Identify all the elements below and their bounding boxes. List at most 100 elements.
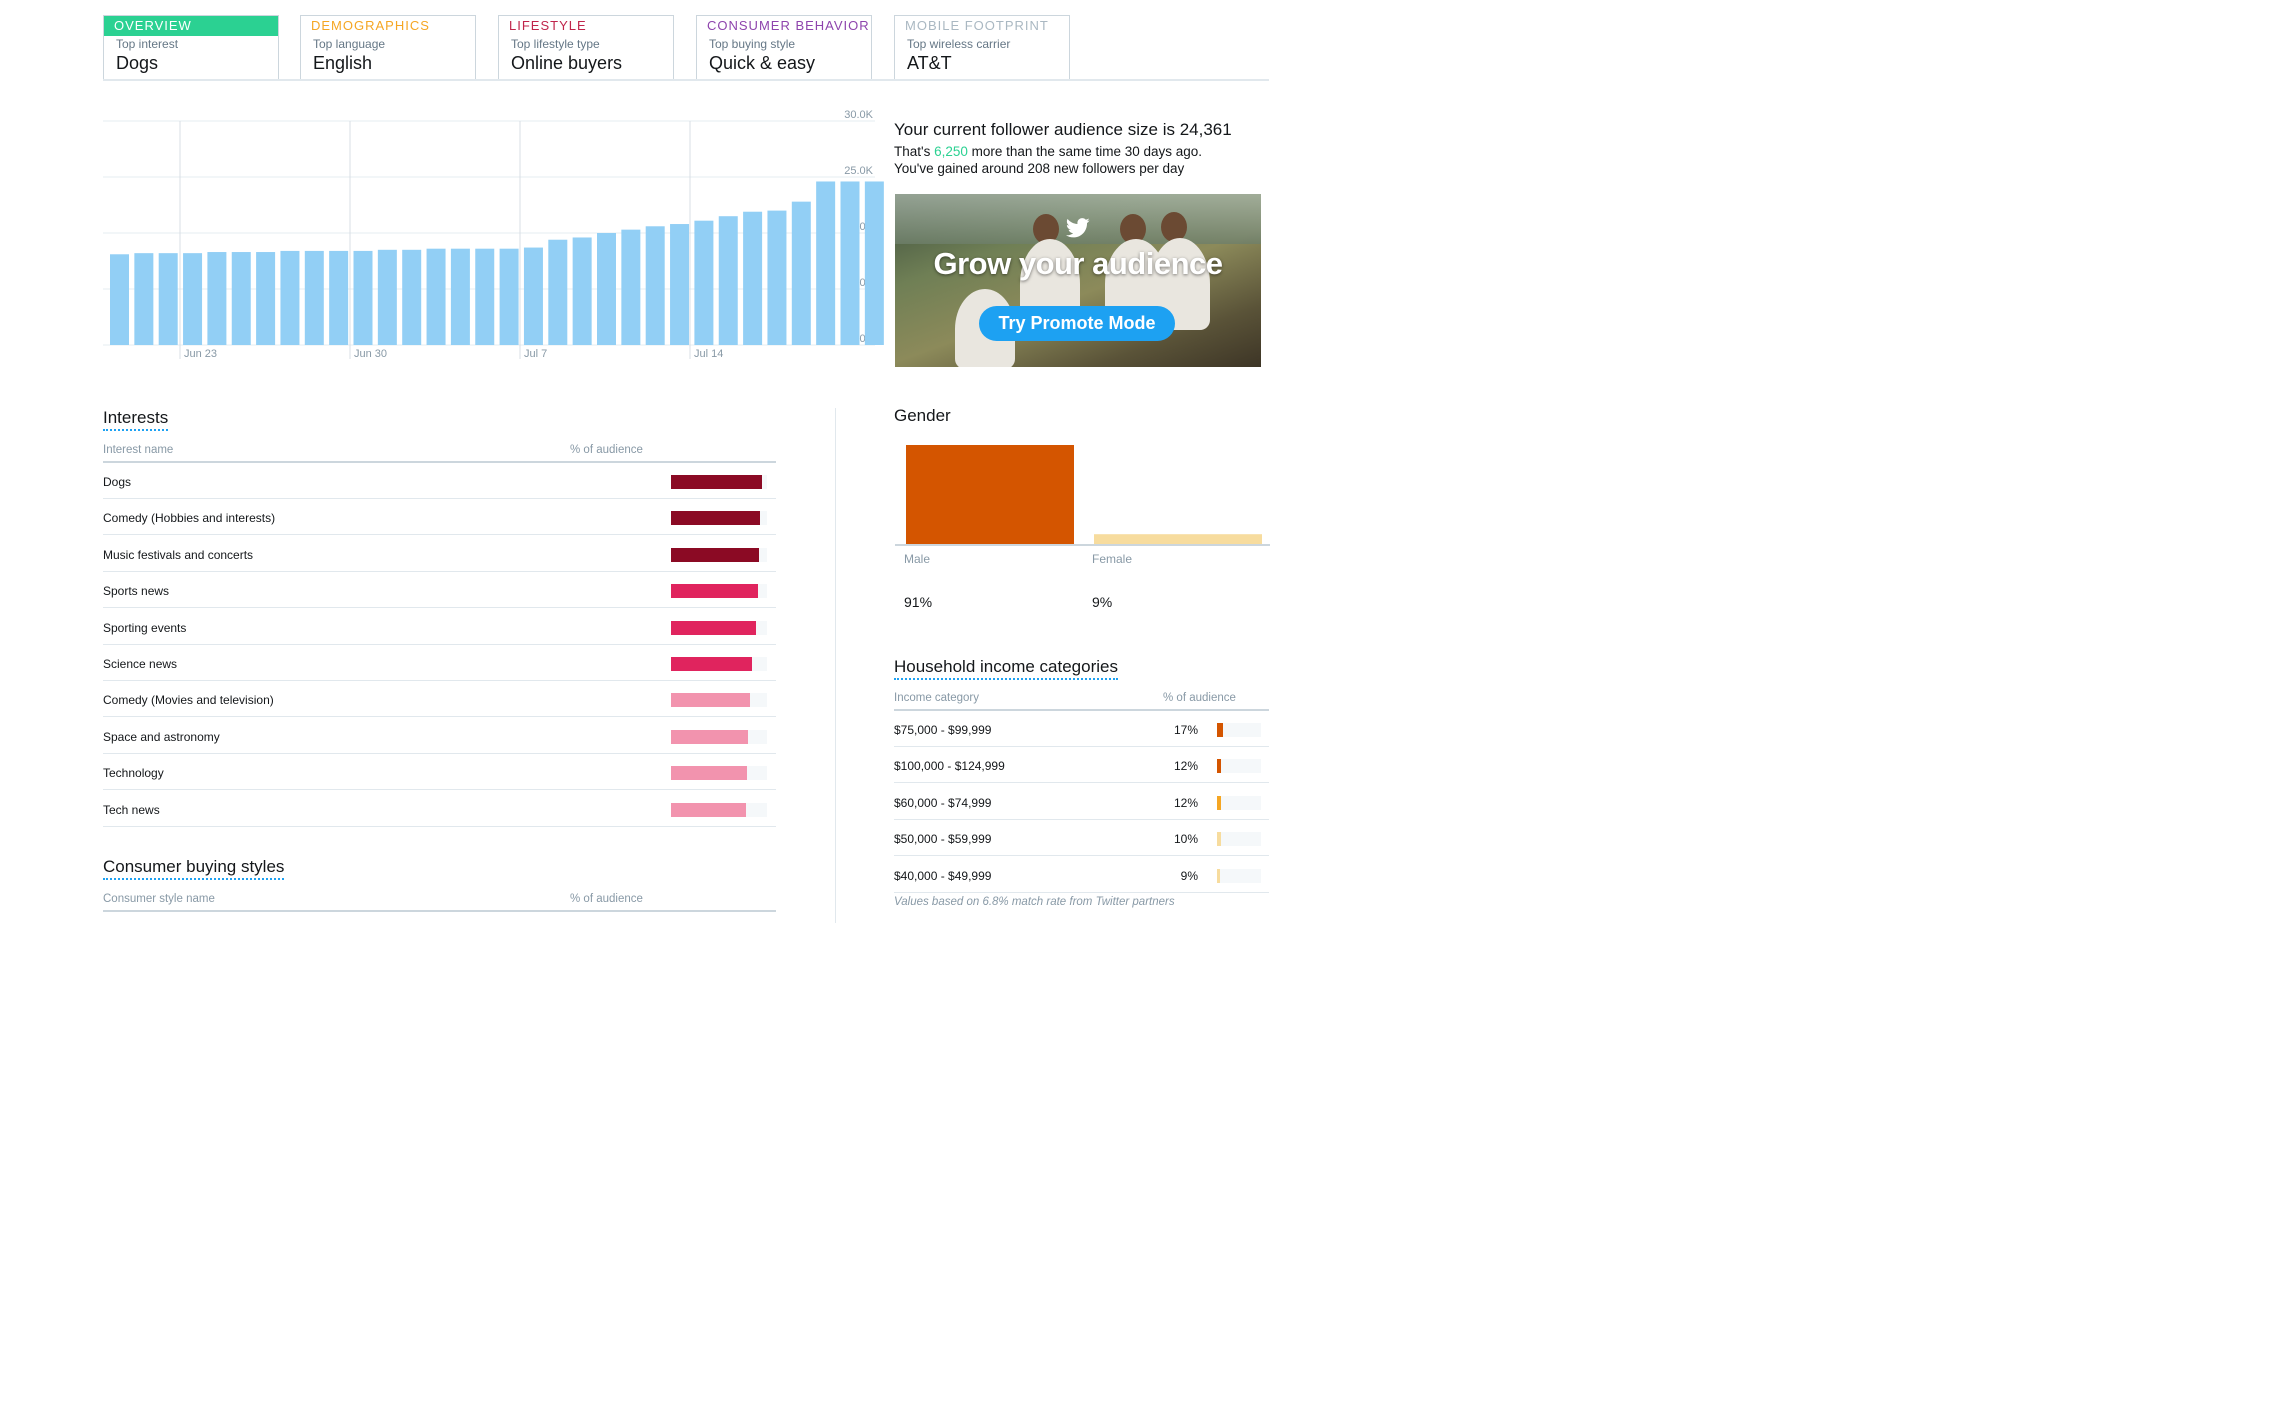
column-divider xyxy=(835,408,836,923)
tab-demographics-value: English xyxy=(313,53,373,73)
table-row: Comedy (Hobbies and interests)97% xyxy=(103,499,776,536)
buying-styles-title[interactable]: Consumer buying styles xyxy=(103,857,285,880)
interest-name: Space and astronomy xyxy=(103,729,220,744)
income-bar xyxy=(1217,795,1222,810)
chart-bar xyxy=(377,249,397,345)
interest-bar xyxy=(671,766,748,781)
income-bar-track xyxy=(1217,795,1261,810)
income-pct: 12% xyxy=(1173,759,1198,774)
gender-female-label: Female xyxy=(1092,552,1133,566)
chart-bar xyxy=(597,233,616,345)
chart-bar xyxy=(110,254,129,345)
interest-bar-track xyxy=(671,766,767,781)
gender-bar-female xyxy=(1094,534,1262,544)
chart-bar xyxy=(304,250,324,345)
promote-mode-banner[interactable]: Grow your audience Try Promote Mode xyxy=(895,194,1261,367)
income-pct: 12% xyxy=(1173,795,1198,810)
chart-bar xyxy=(743,211,763,345)
chart-bar xyxy=(864,181,884,345)
interest-bar-track xyxy=(671,511,767,526)
chart-bar xyxy=(548,239,568,345)
interest-bar-track xyxy=(671,547,767,562)
income-col-name: Income category xyxy=(894,692,980,704)
table-row: Dogs99% xyxy=(103,463,776,499)
interest-bar-track xyxy=(671,475,767,489)
chart-bar xyxy=(353,250,373,345)
tab-lifestyle-value: Online buyers xyxy=(511,53,623,73)
promo-headline: Grow your audience xyxy=(933,246,1223,281)
income-col-pct: % of audience xyxy=(1163,692,1236,704)
chart-y-tick-label: 25.0K xyxy=(844,165,873,177)
growth-line: That's 6,250 more than the same time 30 … xyxy=(894,144,1274,159)
income-pct: 10% xyxy=(1173,832,1198,847)
income-bar xyxy=(1217,832,1221,847)
chart-bar xyxy=(329,250,349,345)
tab-overview[interactable]: OVERVIEW Top interest Dogs xyxy=(103,15,279,79)
buying-head-rule xyxy=(103,910,776,912)
interests-title[interactable]: Interests xyxy=(103,408,169,431)
table-row: $60,000 - $74,999 12% xyxy=(894,784,1269,820)
tab-overview-value: Dogs xyxy=(116,53,159,73)
chart-bar xyxy=(791,201,811,345)
tab-mobile-footprint[interactable]: MOBILE FOOTPRINT Top wireless carrier AT… xyxy=(894,15,1070,79)
audience-summary: Your current follower audience size is 2… xyxy=(894,120,1274,176)
tab-consumer-behavior-label: CONSUMER BEHAVIOR xyxy=(707,18,870,33)
income-head-rule xyxy=(894,709,1269,711)
table-row: Space and astronomy84% xyxy=(103,718,776,754)
income-name: $75,000 - $99,999 xyxy=(894,723,992,737)
table-row: $100,000 - $124,999 12% xyxy=(894,747,1269,784)
chart-y-tick-label: 30.0K xyxy=(844,109,873,121)
chart-bar xyxy=(572,237,592,345)
income-bar xyxy=(1217,723,1224,737)
tab-mobile-footprint-sub: Top wireless carrier xyxy=(907,37,1011,51)
audience-tabs: OVERVIEW Top interest Dogs DEMOGRAPHICS … xyxy=(103,15,1269,81)
gender-female-pct: 9% xyxy=(1092,594,1113,610)
chart-bar xyxy=(256,252,276,345)
table-row: Sporting events92% xyxy=(103,609,776,645)
tab-lifestyle-sub: Top lifestyle type xyxy=(511,37,600,51)
interest-name: Comedy (Hobbies and interests) xyxy=(103,511,276,526)
income-title[interactable]: Household income categories xyxy=(894,657,1118,680)
chart-bar xyxy=(621,229,641,345)
table-row: Tech news82% xyxy=(103,791,776,827)
income-bar xyxy=(1217,759,1222,774)
chart-bar xyxy=(767,210,787,345)
gender-chart xyxy=(895,445,1270,546)
interest-bar-track xyxy=(671,802,767,817)
tab-lifestyle[interactable]: LIFESTYLE Top lifestyle type Online buye… xyxy=(498,15,674,79)
audience-size-title: Your current follower audience size is 2… xyxy=(894,120,1232,139)
tab-lifestyle-label: LIFESTYLE xyxy=(509,18,587,33)
table-row: Music festivals and concerts96% xyxy=(103,536,776,572)
table-row: Technology83% xyxy=(103,754,776,791)
chart-bar xyxy=(816,181,836,345)
chart-bar xyxy=(523,247,543,345)
chart-bar xyxy=(499,248,519,345)
income-note: Values based on 6.8% match rate from Twi… xyxy=(894,896,1175,908)
tab-mobile-footprint-label: MOBILE FOOTPRINT xyxy=(905,18,1049,33)
daily-gain-line: You've gained around 208 new followers p… xyxy=(894,161,1185,176)
buying-col-name: Consumer style name xyxy=(103,893,215,905)
tab-overview-label: OVERVIEW xyxy=(104,16,278,36)
interest-name: Sports news xyxy=(103,584,170,599)
interest-bar-track xyxy=(671,729,767,744)
try-promote-mode-button[interactable]: Try Promote Mode xyxy=(979,306,1175,341)
chart-x-tick-label: Jun 23 xyxy=(184,348,217,360)
tab-overview-sub: Top interest xyxy=(116,37,179,51)
income-bar-track xyxy=(1217,723,1261,737)
chart-bar xyxy=(645,226,665,345)
interest-bar xyxy=(671,729,749,744)
interests-col-pct: % of audience xyxy=(570,444,643,456)
table-row: Science news88% xyxy=(103,645,776,681)
chart-bar xyxy=(207,252,227,345)
interest-bar-track xyxy=(671,620,767,635)
tab-consumer-behavior[interactable]: CONSUMER BEHAVIOR Top buying style Quick… xyxy=(696,15,872,79)
interests-col-name: Interest name xyxy=(103,444,174,456)
gender-male-label: Male xyxy=(904,552,931,566)
income-pct: 17% xyxy=(1173,723,1198,737)
table-row: $40,000 - $49,999 9% xyxy=(894,857,1269,893)
chart-bar xyxy=(694,220,714,345)
interests-head-rule xyxy=(103,461,776,463)
tab-demographics-sub: Top language xyxy=(313,37,386,51)
tab-demographics[interactable]: DEMOGRAPHICS Top language English xyxy=(300,15,476,79)
chart-bar xyxy=(280,250,300,345)
